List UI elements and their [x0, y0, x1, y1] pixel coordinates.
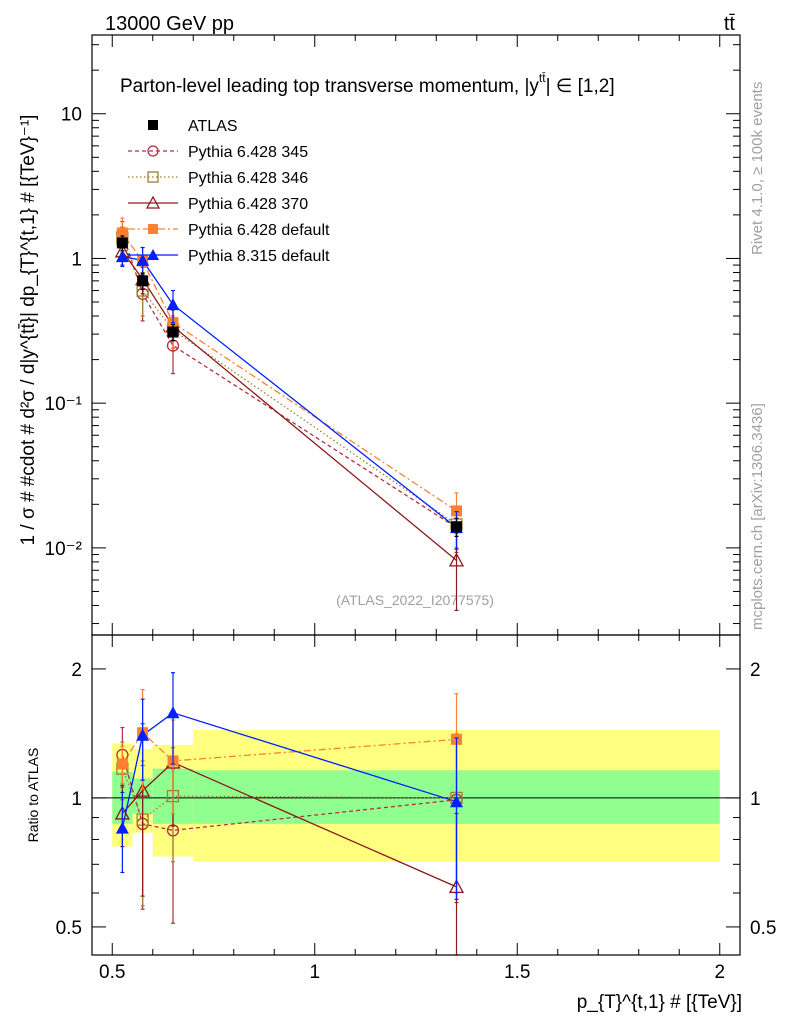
y-tick-label: 10⁻²: [45, 539, 83, 560]
data-point: [166, 298, 180, 311]
data-point: [451, 521, 462, 533]
data-point: [147, 171, 159, 183]
data-point: [135, 782, 151, 797]
data-point: [450, 795, 463, 808]
x-axis-label: p_{T}^{t,1} # [{TeV}]: [577, 992, 742, 1013]
y-tick-label: 10: [61, 105, 82, 126]
data-point: [148, 224, 158, 234]
ratio-y-tick-label-right: 1: [750, 789, 761, 810]
data-point: [116, 237, 128, 249]
legend-entry: ATLAS: [188, 118, 238, 135]
series-line-main: [121, 250, 457, 561]
y-axis-label: 1 / σ # #cdot # d²σ / d|y^{tt̄}| dp_{T}^…: [18, 115, 39, 546]
data-point: [136, 728, 150, 741]
ratio-y-tick-label: 2: [71, 660, 82, 681]
mcplots-label: mcplots.cern.ch [arXiv:1306.3436]: [749, 403, 766, 630]
data-point: [451, 505, 462, 517]
legend-entry: Pythia 6.428 default: [188, 222, 330, 239]
series-line-ratio: [121, 761, 457, 888]
legend: ATLAS Pythia 6.428 345 Pythia 6.428 346 Pyt…: [128, 118, 330, 265]
series-line-main: [121, 238, 457, 526]
ratio-uncertainty-bands: [112, 730, 720, 862]
y-tick-label: 10⁻¹: [45, 394, 83, 415]
data-point: [148, 120, 158, 130]
data-point: [136, 253, 150, 266]
data-point: [137, 275, 149, 287]
series-line-ratio: [121, 754, 457, 832]
x-tick-label: 1.5: [504, 962, 530, 983]
ratio-y-tick-label: 1: [71, 789, 82, 810]
series-line-ratio: [121, 731, 457, 765]
data-point: [448, 552, 465, 567]
data-point: [147, 249, 159, 260]
process-label: tt̄: [724, 13, 736, 35]
legend-entry: Pythia 8.315 default: [188, 248, 330, 265]
data-point: [116, 758, 128, 770]
data-point: [147, 145, 159, 157]
ratio-y-tick-label-right: 0.5: [750, 918, 776, 939]
series-line-main: [122, 255, 457, 529]
data-point: [167, 326, 179, 338]
y-tick-label: 1: [71, 249, 82, 270]
ratio-y-tick-label: 0.5: [56, 918, 82, 939]
x-tick-label: 0.5: [99, 962, 125, 983]
x-tick-label: 2: [714, 962, 725, 983]
data-point: [116, 227, 128, 239]
data-point: [115, 250, 129, 263]
legend-entry: Pythia 6.428 345: [188, 144, 308, 161]
ratio-y-tick-label-right: 2: [750, 660, 761, 681]
energy-label: 13000 GeV pp: [105, 13, 234, 35]
chart-title: Parton-level leading top transverse mome…: [120, 71, 615, 97]
data-point: [145, 195, 161, 209]
series-line-main: [121, 232, 457, 529]
series-line-ratio: [121, 712, 457, 829]
analysis-id: (ATLAS_2022_I2077575): [336, 592, 494, 608]
data-point: [166, 706, 180, 719]
ratio-plot-frame: [91, 634, 741, 956]
legend-entry: Pythia 6.428 370: [188, 196, 308, 213]
x-tick-label: 1: [309, 962, 320, 983]
axes: 0.5 1 1.5 2 10 1 10⁻¹ 10⁻² 2 2 1 1 0.5 0.5: [45, 34, 776, 983]
rivet-version-label: Rivet 4.1.0, ≥ 100k events: [749, 82, 766, 255]
ratio-axis-label: Ratio to ATLAS: [25, 748, 41, 843]
data-point: [115, 821, 129, 834]
legend-entry: Pythia 6.428 346: [188, 170, 308, 187]
series-markers: [114, 217, 465, 956]
series-lines: [121, 232, 457, 888]
